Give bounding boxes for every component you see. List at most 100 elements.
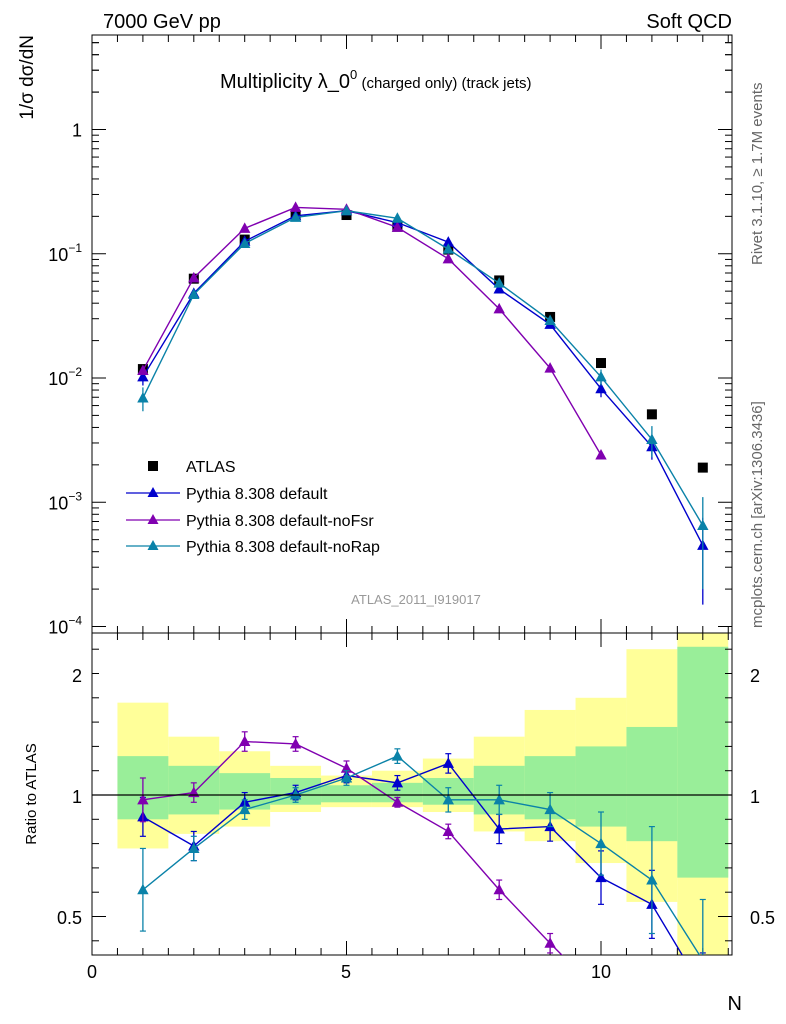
ratio-point-pythia-8-308-default-norap bbox=[493, 793, 505, 805]
data-point-pythia-8-308-default-nofsr bbox=[391, 221, 404, 232]
ratio-band-green-10 bbox=[626, 726, 678, 842]
data-point-pythia-8-308-default-norap bbox=[646, 433, 658, 444]
data-point-pythia-8-308-default bbox=[493, 283, 505, 294]
data-point-pythia-8-308-default-norap bbox=[544, 314, 556, 326]
data-point-pythia-8-308-default-norap bbox=[340, 204, 353, 216]
ratio-point-pythia-8-308-default-nofsr bbox=[391, 796, 404, 807]
main-y-tick-base: 10 bbox=[48, 493, 68, 513]
legend-marker-nofsr bbox=[147, 514, 159, 524]
series-line-pythia-8-308-default-norap bbox=[142, 210, 704, 526]
ratio-line-pythia-8-308-default-nofsr bbox=[142, 740, 563, 955]
ratio-y-tick-label-left-0.5: 0.5 bbox=[57, 908, 82, 928]
x-tick-label-0: 0 bbox=[87, 962, 97, 982]
legend-marker-norap bbox=[147, 540, 159, 550]
data-point-pythia-8-308-default-norap bbox=[289, 211, 302, 222]
ratio-point-pythia-8-308-default-nofsr bbox=[442, 825, 454, 836]
ratio-point-pythia-8-308-default-norap bbox=[702, 954, 704, 955]
ratio-point-pythia-8-308-default-norap bbox=[646, 874, 658, 885]
legend-label-atlas: ATLAS bbox=[186, 459, 236, 476]
data-point-atlas bbox=[646, 409, 657, 420]
legend: ATLAS Pythia 8.308 default Pythia 8.308 … bbox=[126, 459, 380, 556]
ratio-y-tick-label-right-2: 2 bbox=[750, 666, 760, 686]
ratio-point-pythia-8-308-default-nofsr bbox=[544, 937, 556, 948]
ratio-line-pythia-8-308-default bbox=[142, 762, 684, 955]
ratio-point-pythia-8-308-default bbox=[442, 757, 454, 768]
ratio-point-pythia-8-308-default-norap bbox=[340, 771, 353, 783]
main-y-tick-base: 10 bbox=[48, 245, 68, 265]
main-y-tick-label-4: 10−4 bbox=[48, 614, 82, 638]
data-point-pythia-8-308-default-nofsr bbox=[493, 302, 505, 314]
mcplots-label: mcplots.cern.ch [arXiv:1306.3436] bbox=[749, 401, 766, 628]
data-point-pythia-8-308-default-nofsr bbox=[239, 222, 251, 233]
main-y-tick-label-0: 1 bbox=[72, 121, 82, 141]
rivet-label: Rivet 3.1.10, ≥ 1.7M events bbox=[749, 83, 766, 266]
ratio-point-pythia-8-308-default bbox=[493, 823, 505, 834]
ratio-y-tick-label-right-1: 1 bbox=[750, 787, 760, 807]
ratio-band-green-4 bbox=[321, 785, 372, 803]
main-y-tick-label-1: 10−1 bbox=[48, 241, 82, 265]
ratio-point-pythia-8-308-default-norap bbox=[595, 837, 607, 849]
legend-label-nofsr: Pythia 8.308 default-noFsr bbox=[186, 513, 374, 530]
ratio-y-tick-label-left-1: 1 bbox=[72, 787, 82, 807]
data-point-pythia-8-308-default-nofsr bbox=[544, 362, 556, 373]
x-axis-label: N bbox=[728, 993, 742, 1015]
legend-marker-atlas bbox=[148, 461, 158, 471]
ratio-point-pythia-8-308-default-nofsr bbox=[137, 793, 149, 805]
ratio-panel-frame bbox=[91, 632, 733, 956]
main-y-tick-exp: −4 bbox=[68, 614, 82, 628]
ratio-band-green-5 bbox=[371, 782, 423, 803]
legend-label-norap: Pythia 8.308 default-noRap bbox=[186, 539, 380, 556]
main-y-tick-exp: −1 bbox=[68, 241, 82, 255]
header-left-label: 7000 GeV pp bbox=[103, 11, 221, 33]
ratio-point-pythia-8-308-default bbox=[697, 983, 708, 994]
ratio-point-pythia-8-308-default-norap bbox=[442, 793, 454, 805]
ratio-point-pythia-8-308-default-nofsr bbox=[493, 883, 505, 895]
data-point-pythia-8-308-default-nofsr bbox=[188, 271, 200, 283]
data-point-pythia-8-308-default-norap bbox=[493, 277, 505, 288]
plot-title: Multiplicity λ_00 (charged only) (track … bbox=[220, 67, 532, 93]
ratio-point-pythia-8-308-default-norap bbox=[137, 883, 149, 895]
plot-title-main: Multiplicity λ_0 bbox=[220, 71, 350, 93]
data-point-pythia-8-308-default bbox=[442, 236, 454, 247]
ratio-point-pythia-8-308-default-norap bbox=[239, 803, 251, 815]
data-point-pythia-8-308-default-nofsr bbox=[442, 252, 454, 264]
data-point-atlas bbox=[596, 358, 606, 369]
data-point-pythia-8-308-default-norap bbox=[697, 519, 709, 530]
data-point-pythia-8-308-default-nofsr bbox=[289, 201, 302, 212]
data-point-atlas bbox=[697, 462, 708, 473]
main-y-tick-exp: −2 bbox=[68, 365, 82, 379]
x-tick-label-10: 10 bbox=[591, 962, 611, 982]
header-right-label: Soft QCD bbox=[646, 11, 732, 33]
series-line-pythia-8-308-default-nofsr bbox=[142, 206, 602, 456]
series-line-pythia-8-308-default bbox=[142, 210, 704, 546]
main-y-tick-base: 10 bbox=[48, 369, 68, 389]
main-y-tick-label-3: 10−3 bbox=[48, 489, 82, 513]
ratio-line-pythia-8-308-default-norap bbox=[142, 755, 701, 955]
ratio-point-pythia-8-308-default bbox=[391, 776, 404, 788]
ratio-point-pythia-8-308-default-norap bbox=[188, 842, 200, 853]
main-y-tick-labels: 110−110−210−310−4 bbox=[48, 121, 82, 638]
ratio-y-axis-label: Ratio to ATLAS bbox=[23, 743, 40, 844]
data-point-pythia-8-308-default-norap bbox=[137, 392, 149, 403]
x-tick-label-5: 5 bbox=[341, 962, 351, 982]
main-data-layer bbox=[137, 201, 709, 605]
plot-title-superscript: 0 bbox=[350, 67, 357, 82]
data-point-pythia-8-308-default-nofsr bbox=[595, 449, 607, 460]
ratio-band-green-11 bbox=[677, 646, 729, 878]
ratio-point-pythia-8-308-default-norap bbox=[391, 750, 404, 761]
data-point-pythia-8-308-default-norap bbox=[239, 237, 251, 248]
main-y-tick-exp: −3 bbox=[68, 489, 82, 503]
ratio-y-tick-label-left-2: 2 bbox=[72, 666, 82, 686]
ratio-point-pythia-8-308-default-nofsr bbox=[289, 737, 302, 749]
ratio-point-pythia-8-308-default-norap bbox=[289, 789, 302, 800]
ratio-data-layer bbox=[137, 731, 708, 994]
data-point-pythia-8-308-default-nofsr bbox=[137, 364, 149, 375]
analysis-watermark: ATLAS_2011_I919017 bbox=[351, 592, 481, 607]
data-point-pythia-8-308-default-norap bbox=[188, 288, 200, 299]
data-point-pythia-8-308-default bbox=[595, 382, 607, 394]
ratio-y-tick-label-right-0.5: 0.5 bbox=[750, 908, 775, 928]
main-y-tick-base: 10 bbox=[48, 618, 68, 638]
plot-title-rest: (charged only) (track jets) bbox=[357, 75, 531, 92]
main-y-tick-label-2: 10−2 bbox=[48, 365, 82, 389]
